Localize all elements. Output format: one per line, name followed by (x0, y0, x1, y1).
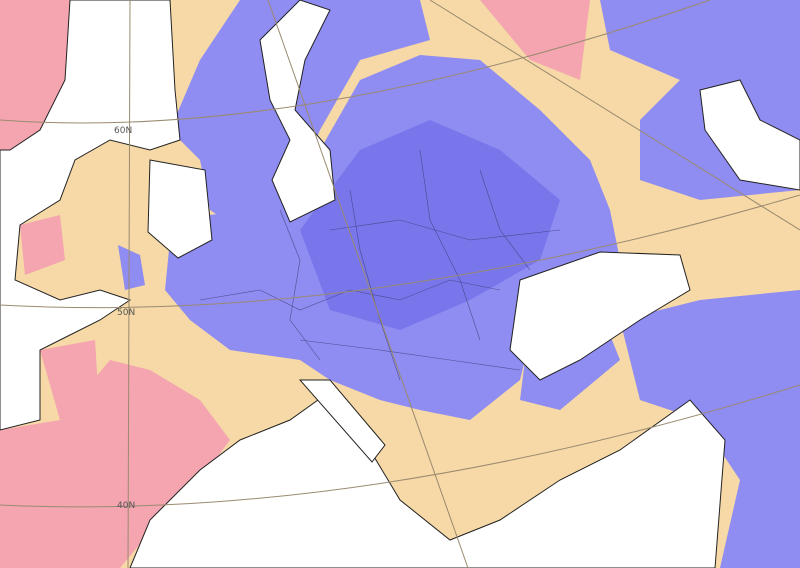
deep-blue (300, 120, 560, 330)
adriatic (298, 379, 386, 463)
border-line (199, 279, 501, 311)
latitude-label: 60N (114, 126, 132, 136)
core-cold (300, 120, 560, 330)
meridian (267, 0, 469, 568)
parallel (0, 384, 800, 508)
borders (199, 149, 561, 381)
biscay-pink (40, 340, 100, 420)
north-sea (147, 159, 213, 259)
meridian (127, 0, 131, 568)
mediterranean (129, 399, 726, 568)
baltic-sea (259, 0, 336, 223)
north-pink (480, 0, 590, 80)
caspian-region (699, 79, 800, 191)
iberia-pink (0, 360, 230, 568)
latitude-label: 40N (117, 501, 135, 511)
parallel (0, 194, 800, 309)
border-line (299, 219, 561, 371)
warm-anomaly (0, 0, 590, 568)
atlantic (0, 0, 181, 431)
latitude-label: 50N (117, 308, 135, 318)
uk-blue (118, 245, 145, 290)
ireland-pink (20, 215, 65, 275)
parallel (0, 0, 711, 124)
atlantic-pink (0, 0, 70, 150)
meridian (429, 0, 800, 231)
black-sea (509, 251, 691, 381)
border-line (279, 149, 531, 381)
